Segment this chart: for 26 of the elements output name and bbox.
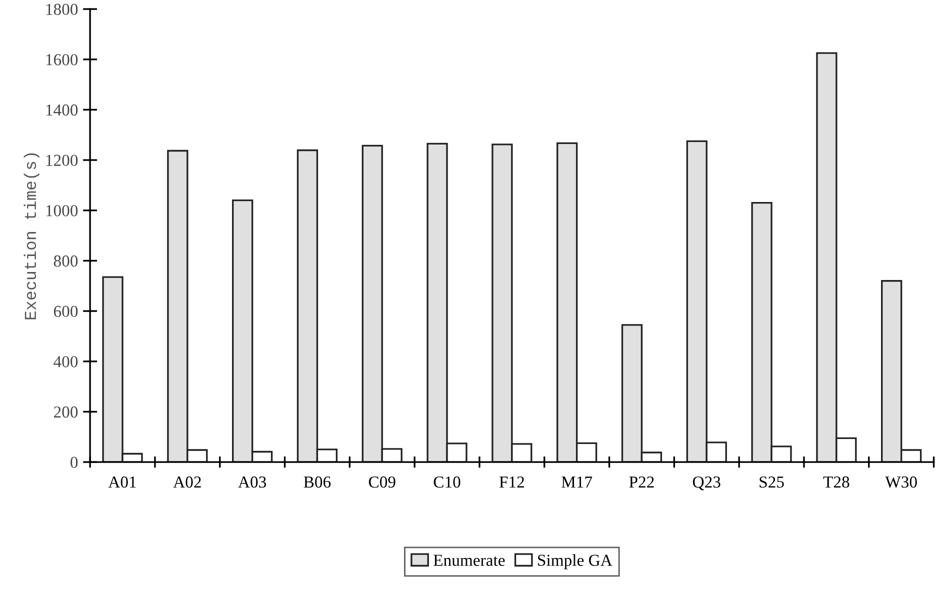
x-tick-label: B06: [304, 476, 331, 488]
x-tick-label: A03: [238, 476, 266, 488]
y-tick-label: 1600: [46, 54, 78, 66]
y-tick-label: 800: [54, 255, 78, 267]
x-tick-label: W30: [885, 476, 917, 488]
x-tick-label: S25: [760, 476, 784, 488]
y-axis-title: Execution time(s): [24, 153, 40, 320]
y-tick-label: 1400: [46, 104, 78, 116]
x-tick-label: A02: [173, 476, 201, 488]
x-tick-label: T28: [823, 476, 850, 488]
y-tick-label: 400: [54, 356, 78, 368]
x-tick-label: C09: [368, 476, 396, 488]
x-tick-label: C10: [434, 476, 460, 488]
y-tick-label: 1000: [46, 205, 78, 216]
y-tick-label: 1800: [46, 4, 78, 16]
y-tick-label: 600: [54, 306, 78, 318]
y-tick-label: 200: [54, 406, 78, 418]
y-tick-label: 0: [70, 456, 78, 468]
y-tick-label: 1200: [46, 154, 78, 166]
x-tick-label: P22: [629, 476, 654, 488]
x-tick-label: A01: [108, 476, 136, 488]
x-tick-label: F12: [499, 476, 524, 488]
x-tick-label: Q23: [692, 476, 720, 490]
legend-label: Enumerate: [434, 554, 505, 566]
legend-label: Simple GA: [538, 554, 612, 570]
x-tick-label: M17: [562, 476, 592, 488]
